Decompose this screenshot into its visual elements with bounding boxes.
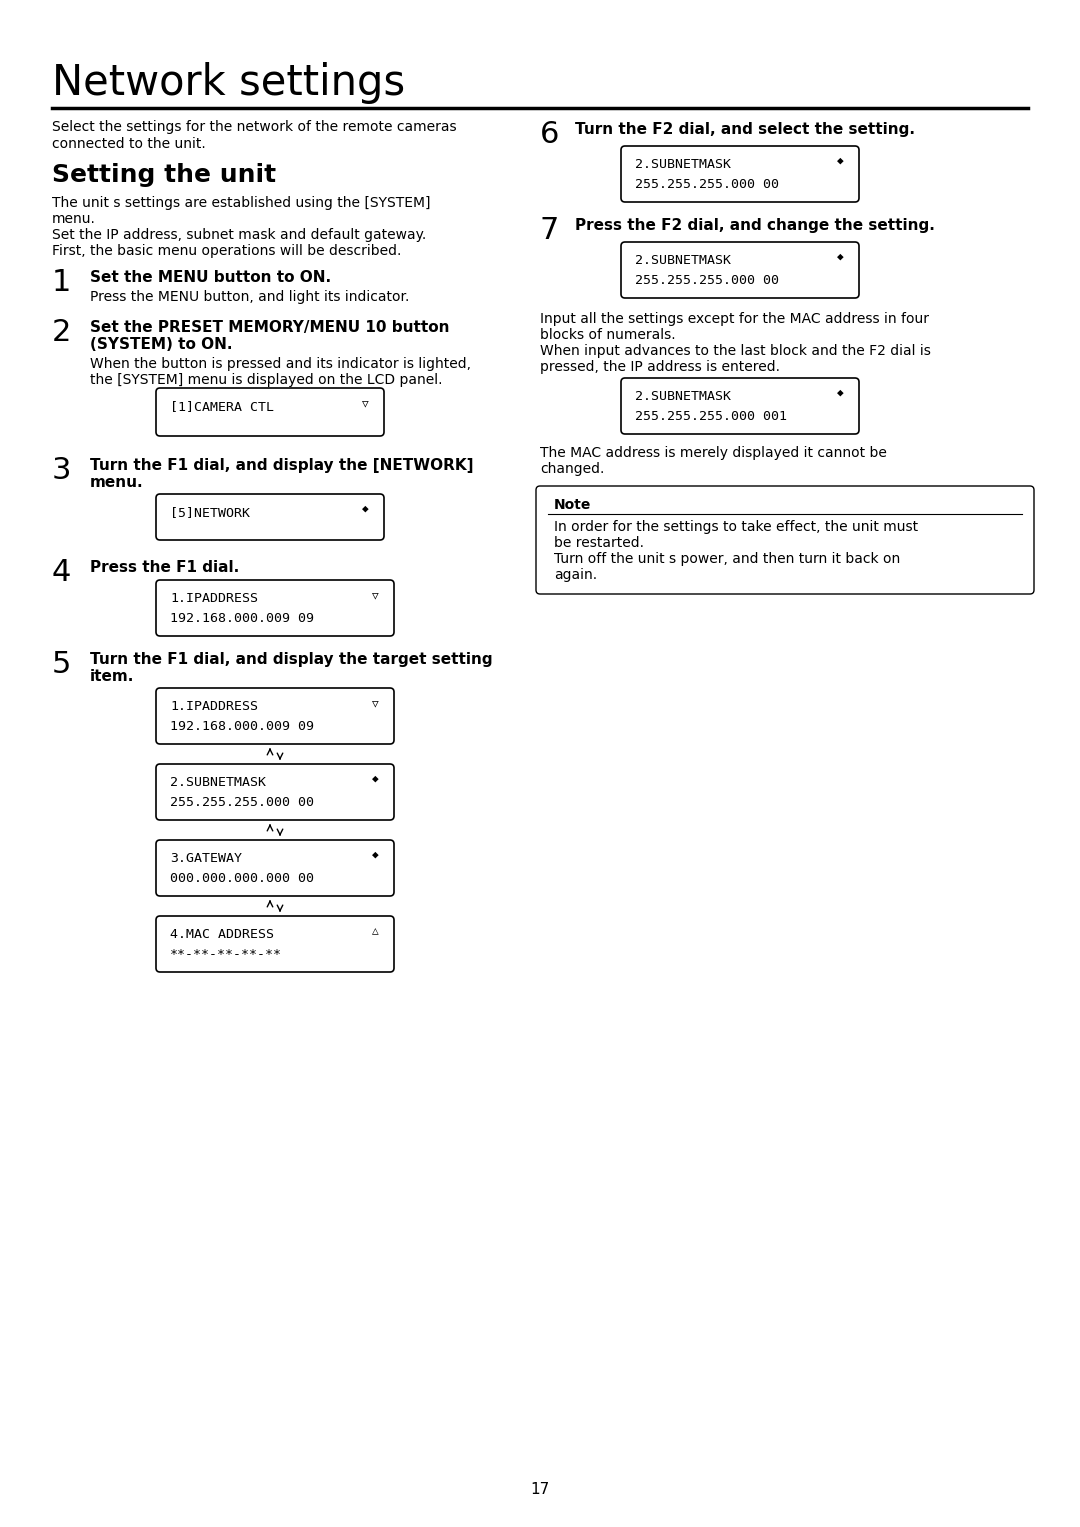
Text: ◆: ◆ [372,774,379,783]
Text: 192.168.000.009 09: 192.168.000.009 09 [170,721,314,733]
FancyBboxPatch shape [621,147,859,202]
FancyBboxPatch shape [156,840,394,896]
FancyBboxPatch shape [156,916,394,973]
Text: The MAC address is merely displayed it cannot be: The MAC address is merely displayed it c… [540,446,887,460]
Text: 4: 4 [52,557,71,586]
Text: 2.SUBNETMASK: 2.SUBNETMASK [635,253,731,267]
Text: ◆: ◆ [362,504,368,515]
Text: 000.000.000.000 00: 000.000.000.000 00 [170,872,314,886]
Text: Network settings: Network settings [52,63,405,104]
Text: Set the PRESET MEMORY/MENU 10 button: Set the PRESET MEMORY/MENU 10 button [90,321,449,334]
FancyBboxPatch shape [536,486,1034,594]
Text: 1.IPADDRESS: 1.IPADDRESS [170,592,258,605]
FancyBboxPatch shape [156,580,394,637]
Text: ◆: ◆ [372,851,379,860]
Text: In order for the settings to take effect, the unit must: In order for the settings to take effect… [554,521,918,534]
Text: (SYSTEM) to ON.: (SYSTEM) to ON. [90,337,232,353]
Text: Set the MENU button to ON.: Set the MENU button to ON. [90,270,332,286]
Text: 192.168.000.009 09: 192.168.000.009 09 [170,612,314,625]
Text: Turn the F1 dial, and display the target setting: Turn the F1 dial, and display the target… [90,652,492,667]
Text: First, the basic menu operations will be described.: First, the basic menu operations will be… [52,244,402,258]
Text: 6: 6 [540,121,559,150]
Text: 255.255.255.000 00: 255.255.255.000 00 [635,179,779,191]
Text: ◆: ◆ [837,388,843,399]
FancyBboxPatch shape [156,495,384,541]
Text: Press the F2 dial, and change the setting.: Press the F2 dial, and change the settin… [575,218,935,234]
Text: Select the settings for the network of the remote cameras: Select the settings for the network of t… [52,121,457,134]
Text: 1: 1 [52,269,71,296]
Text: pressed, the IP address is entered.: pressed, the IP address is entered. [540,360,780,374]
Text: ◆: ◆ [837,252,843,263]
Text: 3.GATEWAY: 3.GATEWAY [170,852,242,864]
FancyBboxPatch shape [621,241,859,298]
Text: Input all the settings except for the MAC address in four: Input all the settings except for the MA… [540,312,929,325]
Text: 17: 17 [530,1483,550,1496]
Text: ▽: ▽ [372,589,379,600]
Text: Turn the F1 dial, and display the [NETWORK]: Turn the F1 dial, and display the [NETWO… [90,458,473,473]
FancyBboxPatch shape [156,689,394,744]
Text: When input advances to the last block and the F2 dial is: When input advances to the last block an… [540,344,931,357]
Text: 2.SUBNETMASK: 2.SUBNETMASK [635,389,731,403]
Text: again.: again. [554,568,597,582]
Text: be restarted.: be restarted. [554,536,644,550]
Text: △: △ [372,925,379,936]
Text: ▽: ▽ [362,399,368,408]
Text: 7: 7 [540,215,559,244]
Text: changed.: changed. [540,463,605,476]
Text: 255.255.255.000 00: 255.255.255.000 00 [635,273,779,287]
Text: Turn the F2 dial, and select the setting.: Turn the F2 dial, and select the setting… [575,122,915,137]
Text: menu.: menu. [90,475,144,490]
Text: menu.: menu. [52,212,96,226]
Text: 4.MAC ADDRESS: 4.MAC ADDRESS [170,928,274,941]
Text: The unit s settings are established using the [SYSTEM]: The unit s settings are established usin… [52,195,431,211]
Text: 2: 2 [52,318,71,347]
Text: **-**-**-**-**: **-**-**-**-** [170,948,282,960]
Text: 255.255.255.000 001: 255.255.255.000 001 [635,411,787,423]
Text: 2.SUBNETMASK: 2.SUBNETMASK [170,776,266,789]
Text: item.: item. [90,669,134,684]
Text: Turn off the unit s power, and then turn it back on: Turn off the unit s power, and then turn… [554,551,901,567]
Text: 1.IPADDRESS: 1.IPADDRESS [170,699,258,713]
Text: Press the MENU button, and light its indicator.: Press the MENU button, and light its ind… [90,290,409,304]
Text: 3: 3 [52,457,71,486]
Text: 5: 5 [52,651,71,680]
Text: ▽: ▽ [372,698,379,709]
Text: Note: Note [554,498,592,512]
Text: 2.SUBNETMASK: 2.SUBNETMASK [635,157,731,171]
Text: [1]CAMERA CTL: [1]CAMERA CTL [170,400,274,412]
Text: blocks of numerals.: blocks of numerals. [540,328,676,342]
Text: connected to the unit.: connected to the unit. [52,137,206,151]
Text: Setting the unit: Setting the unit [52,163,276,186]
FancyBboxPatch shape [621,379,859,434]
Text: [5]NETWORK: [5]NETWORK [170,505,249,519]
Text: the [SYSTEM] menu is displayed on the LCD panel.: the [SYSTEM] menu is displayed on the LC… [90,373,443,386]
Text: ◆: ◆ [837,156,843,166]
Text: Set the IP address, subnet mask and default gateway.: Set the IP address, subnet mask and defa… [52,228,427,241]
FancyBboxPatch shape [156,764,394,820]
FancyBboxPatch shape [156,388,384,437]
Text: When the button is pressed and its indicator is lighted,: When the button is pressed and its indic… [90,357,471,371]
Text: 255.255.255.000 00: 255.255.255.000 00 [170,796,314,809]
Text: Press the F1 dial.: Press the F1 dial. [90,560,240,576]
